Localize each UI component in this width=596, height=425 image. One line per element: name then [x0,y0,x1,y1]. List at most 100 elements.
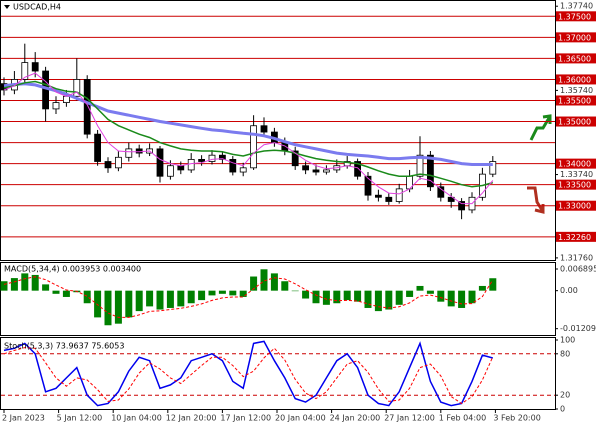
level-label: 1.35000 [558,118,591,127]
x-tick-label: 24 Jan 20:00 [330,414,381,423]
candle-body [364,175,372,196]
candle-body [291,150,299,167]
macd-bar [62,290,70,297]
macd-bar [343,290,351,301]
level-label: 1.37500 [558,12,591,21]
candle-body [135,148,143,154]
candle-body [31,62,39,72]
candle-body [416,154,424,177]
x-tick-label: 5 Jan 12:00 [57,414,103,423]
level-label: 1.37000 [558,33,591,42]
macd-bar [31,274,39,291]
indicator-line [3,347,494,405]
macd-bar [458,290,466,308]
macd-bar [270,273,278,291]
macd-bar [239,290,247,297]
level-label-box [556,200,596,211]
macd-bar [104,290,112,326]
candle-body [125,148,133,158]
y-tick-label: 1.33740 [560,170,593,179]
macd-bar [468,290,476,304]
panel-title: MACD(5,34,4) 0.003953 0.003400 [4,265,141,274]
candle-body [250,125,258,169]
macd-bar [406,290,414,297]
candle-body [426,154,434,188]
level-label-box [556,158,596,169]
level-label: 1.33000 [558,202,591,211]
macd-bar [333,290,341,304]
indicator-line [3,80,494,188]
x-tick-label: 10 Jan 04:00 [111,414,162,423]
macd-bar [229,290,237,296]
candle-body [94,133,101,162]
candle-body [354,161,362,177]
candle-body [322,169,330,173]
macd-bar [291,290,299,292]
level-label-box [556,116,596,127]
candle-body [156,148,164,177]
candle-body [239,167,247,173]
macd-bar [94,290,102,318]
candle-body [395,188,403,202]
macd-bar [177,290,185,307]
candle-body [63,95,70,103]
level-label-box [556,231,596,242]
macd-bar [489,278,497,291]
macd-bar [447,290,455,307]
macd-bar [312,290,320,304]
macd-bar [218,290,226,294]
macd-bar [478,285,486,291]
x-tick-label: 12 Jan 20:00 [166,414,217,423]
y-tick-label: 1.35740 [560,86,593,95]
candle-body [385,196,393,202]
level-label-box [556,95,596,106]
macd-bar [364,290,372,308]
y-tick-label: 20 [560,391,570,400]
macd-bar [437,290,445,302]
x-tick-label: 27 Jan 12:00 [384,414,435,423]
level-label-box [556,53,596,64]
level-label-box [556,179,596,190]
x-tick-label: 2 Jan 2023 [2,414,45,423]
candle-body [229,159,237,173]
y-tick-label: 1.31760 [560,253,593,262]
macd-bar [156,290,164,310]
macd-bar [135,290,143,312]
macd-bar [10,278,18,291]
macd-bar [166,290,174,308]
x-tick-label: 3 Feb 20:00 [493,414,540,423]
macd-bar [416,285,424,291]
candle-body [489,161,497,175]
candle-body [104,161,112,169]
candle-body [458,201,466,211]
panel-title: USDCAD,H4 [13,3,61,12]
level-label: 1.35500 [558,96,591,105]
indicator-line [3,72,494,205]
y-tick-label: 0 [560,405,565,414]
candle-body [218,154,226,160]
level-label: 1.34000 [558,160,591,169]
x-tick-label: 1 Feb 04:00 [439,414,486,423]
macd-bar [426,290,434,294]
candle-body [302,165,310,171]
macd-bar [250,276,258,291]
y-tick-label: 100 [560,336,575,345]
candle-body [115,156,122,169]
macd-bar [114,290,122,324]
candle-body [187,159,195,171]
y-tick-label: 0.006895 [560,264,596,273]
macd-bar [302,290,310,299]
macd-bar [260,269,268,291]
candle-body [52,102,60,110]
macd-bar [0,281,8,291]
y-tick-label: 0.00 [560,286,578,295]
candle-body [447,196,455,202]
macd-bar [354,290,362,302]
macd-bar [208,290,216,296]
macd-bar [52,290,60,294]
candle-body [198,159,206,162]
macd-bar [42,284,50,291]
y-tick-label: -0.01209 [560,324,596,333]
indicator-line [3,340,493,407]
price-panel [0,0,556,261]
